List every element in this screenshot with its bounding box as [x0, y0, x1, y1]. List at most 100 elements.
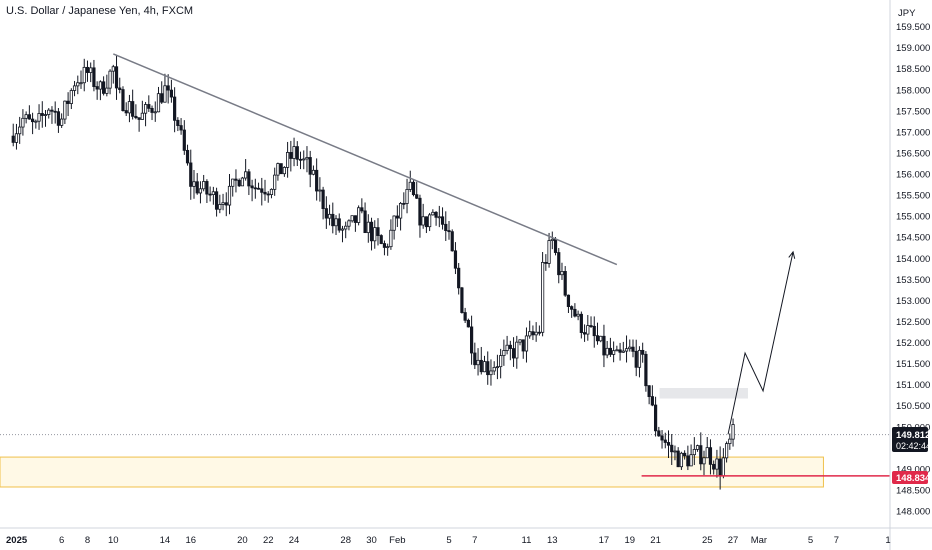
candle-body — [163, 85, 167, 103]
candle-body — [576, 313, 580, 317]
time-tick-label: Mar — [751, 535, 767, 546]
candle-body — [586, 325, 590, 335]
price-tick-label: 155.500 — [896, 191, 930, 202]
price-tick-label: 152.500 — [896, 317, 930, 328]
level-price-tag — [892, 471, 928, 484]
candle-body — [176, 119, 180, 126]
candle-body — [705, 447, 709, 459]
candle-body — [683, 452, 687, 457]
candle-body — [69, 90, 73, 104]
candle-body — [505, 344, 509, 351]
candle-body — [192, 181, 196, 187]
candle-body — [231, 178, 235, 187]
candle-body — [641, 349, 645, 355]
candle-body — [708, 447, 713, 465]
candle-body — [469, 326, 474, 354]
candle-body — [418, 197, 422, 226]
candle-body — [253, 187, 257, 190]
candle-body — [521, 339, 525, 352]
candle-body — [402, 202, 406, 205]
candle-body — [382, 243, 387, 248]
trend-line — [113, 53, 618, 266]
time-tick-label: 27 — [728, 535, 739, 546]
price-tick-label: 157.500 — [896, 106, 930, 117]
candle-body — [486, 361, 490, 376]
candle-body — [14, 133, 19, 143]
candle-body — [618, 349, 622, 353]
candle-body — [398, 202, 403, 219]
candle-body — [725, 443, 729, 459]
candle-body — [85, 66, 90, 73]
time-tick-label: 5 — [808, 535, 813, 546]
candle-body — [415, 194, 419, 199]
candle-body — [550, 238, 554, 241]
candle-body — [327, 213, 332, 219]
candle-body — [63, 100, 67, 120]
candle-body — [702, 457, 706, 465]
candle-body — [263, 191, 267, 195]
candle-body — [450, 231, 454, 252]
candle-body — [421, 216, 425, 226]
candle-body — [318, 189, 322, 192]
projection-path — [727, 251, 794, 435]
candle-body — [579, 313, 583, 333]
time-tick-label: 5 — [446, 535, 451, 546]
time-tick-label: 11 — [522, 535, 532, 546]
candle-body — [53, 110, 57, 113]
price-tick-label: 157.000 — [896, 127, 930, 138]
candle-body — [466, 319, 470, 328]
candle-body — [602, 335, 606, 356]
candle-body — [715, 458, 719, 470]
price-tick-label: 155.000 — [896, 212, 930, 223]
candle-body — [428, 214, 432, 228]
time-tick-label: 6 — [59, 535, 64, 546]
candle-body — [76, 82, 80, 87]
candle-body — [334, 218, 338, 227]
candle-body — [11, 135, 15, 143]
candle-body — [79, 82, 83, 85]
candle-body — [30, 118, 35, 123]
candle-body — [124, 110, 128, 114]
candle-body — [111, 66, 115, 72]
time-tick-label: 7 — [472, 535, 477, 546]
candle-body — [573, 308, 577, 317]
candle-body — [389, 229, 393, 248]
candle-body — [570, 306, 574, 310]
candle-body — [66, 100, 70, 104]
candle-body — [647, 385, 651, 397]
candle-body — [350, 215, 354, 222]
candle-body — [699, 445, 703, 465]
candle-body — [621, 350, 625, 353]
candle-body — [205, 181, 209, 195]
candle-body — [440, 216, 445, 225]
candle-body — [460, 287, 464, 313]
candle-body — [37, 113, 41, 122]
time-tick-label: 1 — [885, 535, 890, 546]
time-tick-label: 30 — [366, 535, 377, 546]
candle-body — [127, 101, 132, 114]
candle-body — [279, 163, 283, 175]
candle-body — [592, 325, 596, 337]
candle-body — [24, 114, 28, 119]
candle-body — [628, 346, 632, 350]
candle-body — [431, 211, 435, 216]
candle-body — [679, 452, 684, 468]
time-tick-label: 28 — [340, 535, 351, 546]
candle-body — [363, 210, 367, 234]
candle-body — [121, 89, 125, 111]
candle-body — [18, 126, 22, 135]
candle-body — [92, 67, 96, 87]
candle-body — [98, 81, 102, 90]
candle-body — [528, 331, 532, 337]
time-axis[interactable]: 2025 6 8 10 14 16 20 22 24 28 30 Feb 5 7 11 13 17 19 21 25 2… — [6, 535, 891, 546]
candle-body — [463, 312, 467, 321]
drawings-layer[interactable] — [113, 53, 890, 477]
candle-body — [166, 85, 170, 91]
time-tick-label: 20 — [237, 535, 248, 546]
candle-body — [47, 109, 51, 115]
candle-body — [218, 204, 222, 210]
candle-body — [408, 181, 412, 190]
candle-body — [379, 235, 383, 244]
candle-body — [447, 230, 451, 233]
